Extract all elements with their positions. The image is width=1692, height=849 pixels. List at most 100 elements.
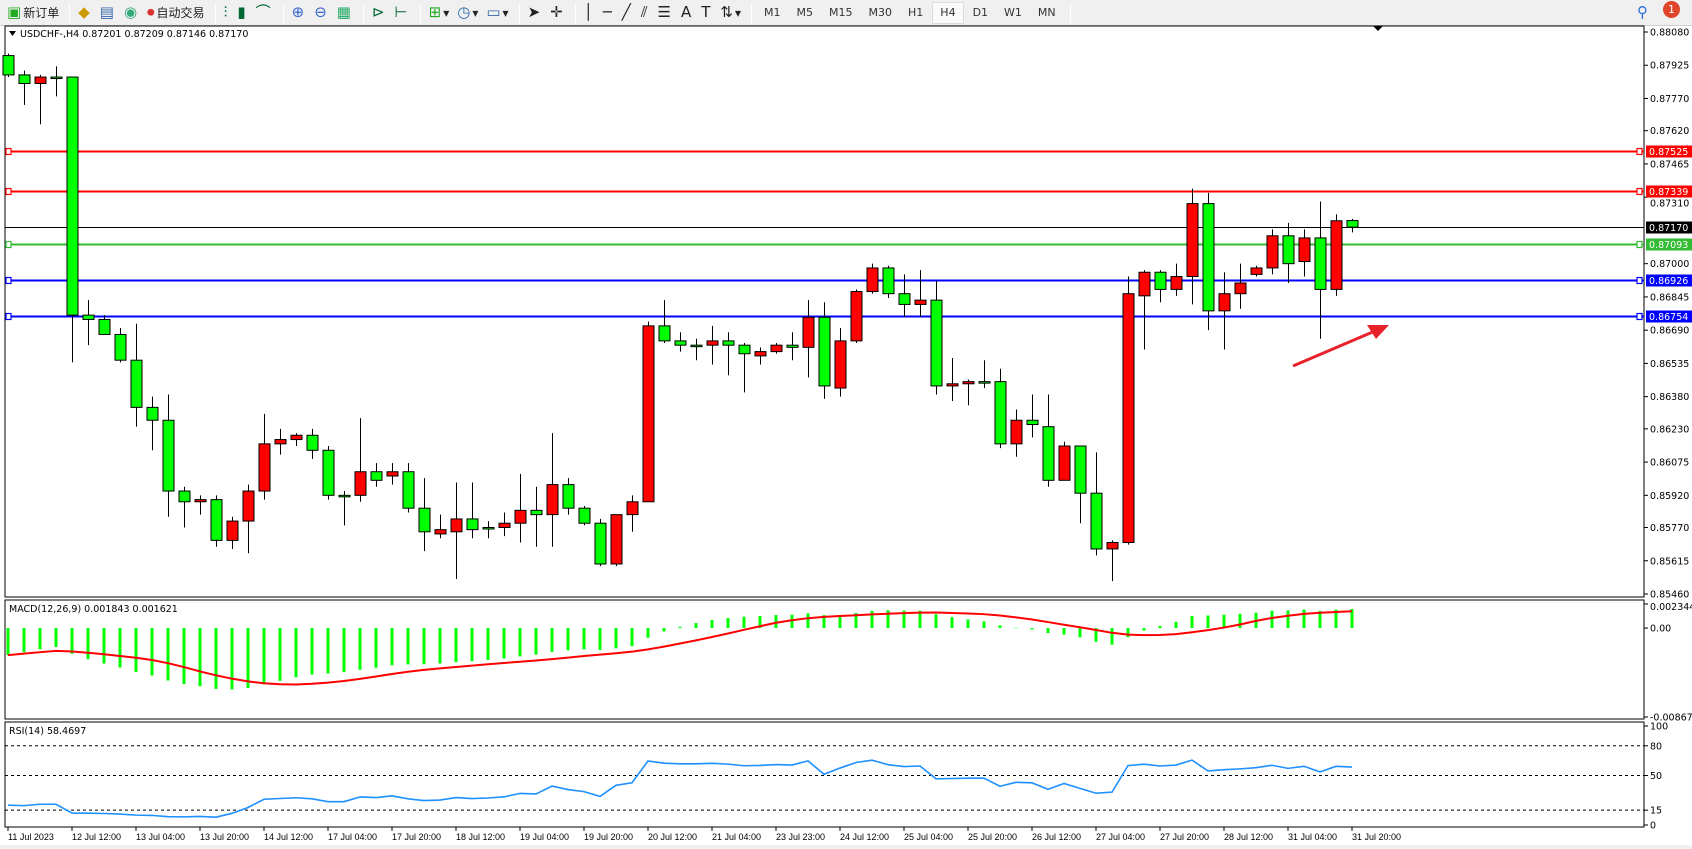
timeframe-h1[interactable]: H1: [908, 6, 924, 19]
timeframe-m15[interactable]: M15: [829, 6, 853, 19]
zoom-out-button[interactable]: ⊖: [311, 2, 332, 24]
chevron-down-icon: ▾: [443, 5, 450, 20]
signals-button[interactable]: ◉: [121, 2, 142, 24]
candle-body: [930, 299, 943, 387]
line-handle[interactable]: [5, 240, 12, 249]
candle-body: [482, 527, 495, 530]
collapse-icon[interactable]: [9, 31, 16, 36]
candle-body: [850, 291, 863, 342]
auto-trading-button[interactable]: ⏺ 自动交易: [144, 2, 208, 24]
trendline-button[interactable]: ╱: [619, 2, 636, 24]
timeframe-m5[interactable]: M5: [796, 6, 814, 19]
timeframe-m1[interactable]: M1: [764, 6, 781, 19]
periods-button[interactable]: ◷ ▾: [454, 2, 481, 24]
candle-body: [402, 471, 415, 509]
time-axis-label: 19 Jul 04:00: [520, 832, 569, 842]
crosshair-button[interactable]: ✛: [547, 2, 568, 24]
line-handle[interactable]: [1636, 147, 1643, 156]
line-handle[interactable]: [1636, 240, 1643, 249]
candle-body: [290, 434, 303, 441]
cursor-button[interactable]: ➤: [525, 2, 546, 24]
candle-body: [1282, 235, 1295, 265]
candle-body: [1090, 492, 1103, 550]
candle-body: [722, 340, 735, 346]
timeframe-h4[interactable]: H4: [932, 1, 964, 24]
price-label-box: [1646, 310, 1692, 323]
gold-button[interactable]: ◆: [75, 2, 95, 24]
candle-body: [914, 299, 927, 305]
candle-body: [1010, 419, 1023, 445]
line-handle[interactable]: [5, 276, 12, 285]
rsi-line: [7, 759, 1353, 819]
notification-badge[interactable]: 1: [1663, 1, 1680, 18]
line-handle[interactable]: [5, 147, 12, 156]
equidistant-channel-button[interactable]: ⫽: [638, 2, 653, 24]
candle-body: [834, 340, 847, 389]
price-label-box: [1646, 185, 1692, 198]
line-handle[interactable]: [5, 312, 12, 321]
annotation-arrow[interactable]: [1292, 329, 1376, 368]
time-axis-label: 27 Jul 20:00: [1160, 832, 1209, 842]
candle-body: [514, 509, 527, 524]
periods-icon: ◷: [457, 3, 471, 21]
timeframe-m30[interactable]: M30: [868, 6, 893, 19]
line-handle[interactable]: [1636, 312, 1643, 321]
zoom-out-icon: ⊖: [314, 3, 327, 21]
chart-shift-button[interactable]: ⊢: [392, 2, 413, 24]
fibonacci-button[interactable]: ☰: [655, 2, 676, 24]
candle-body: [34, 76, 47, 84]
price-label: 0.87093: [1649, 240, 1688, 251]
indicators-button[interactable]: ⊞ ▾: [426, 2, 453, 24]
timeframe-w1[interactable]: W1: [1004, 6, 1022, 19]
tile-windows-button[interactable]: ▦: [334, 2, 356, 24]
timeframe-mn[interactable]: MN: [1037, 6, 1056, 19]
price-axis-label: 0.85615: [1650, 556, 1689, 567]
zoom-in-button[interactable]: ⊕: [289, 2, 310, 24]
text-label-button[interactable]: T: [698, 2, 715, 24]
vertical-line-button[interactable]: │: [581, 2, 598, 24]
line-handle[interactable]: [5, 187, 12, 196]
macd-axis-label: 0.00: [1650, 624, 1671, 635]
line-handle[interactable]: [1636, 187, 1643, 196]
candlestick-icon: ▮: [237, 3, 246, 21]
time-axis-label: 26 Jul 12:00: [1032, 832, 1081, 842]
candle-body: [818, 316, 831, 387]
bar-chart-button[interactable]: ⫶: [221, 2, 233, 24]
arrows-icon: ⇅: [720, 3, 733, 21]
autoscroll-button[interactable]: ⊳: [369, 2, 390, 24]
templates-button[interactable]: ▭ ▾: [483, 2, 511, 24]
candle-body: [546, 484, 559, 516]
candlestick-button[interactable]: ▮: [234, 2, 250, 24]
toolbar: ▣ 新订单 ◆ ▤ ◉ ⏺ 自动交易 ⫶ ▮ ⌒ ⊕ ⊖ ▦ ⊳ ⊢ ⊞ ▾ ◷ ▾ ▭…: [0, 0, 1692, 26]
line-handle[interactable]: [1636, 276, 1643, 285]
new-order-button[interactable]: ▣ 新订单: [4, 2, 62, 24]
candle-body: [354, 471, 367, 496]
equidistant-channel-icon: ⫽: [640, 3, 648, 21]
timeframe-d1[interactable]: D1: [972, 6, 989, 19]
price-axis-label: 0.87310: [1650, 199, 1689, 210]
candle-body: [1122, 293, 1135, 544]
chart-shift-marker[interactable]: [1373, 26, 1383, 31]
price-label-box: [1646, 221, 1692, 234]
search-icon[interactable]: ⚲: [1637, 3, 1648, 21]
arrows-button[interactable]: ⇅ ▾: [717, 2, 744, 24]
trendline-icon: ╱: [621, 3, 631, 21]
candle-body: [418, 507, 431, 533]
timeframe-bar: M1 M5 M15 M30 H1 H4 D1 W1 MN: [757, 1, 1065, 24]
line-chart-button[interactable]: ⌒: [253, 2, 276, 24]
time-axis-label: 19 Jul 20:00: [584, 832, 633, 842]
new-order-label: 新订单: [23, 6, 60, 20]
candle-body: [466, 518, 479, 531]
horizontal-line-button[interactable]: ─: [600, 2, 617, 24]
candle-body: [50, 76, 63, 80]
candle-body: [706, 340, 719, 346]
price-label: 0.87170: [1649, 223, 1688, 234]
text-button[interactable]: A: [678, 2, 696, 24]
rsi-axis-label: 50: [1650, 771, 1662, 782]
market-watch-button[interactable]: ▤: [97, 2, 119, 24]
price-axis-label: 0.85770: [1650, 523, 1689, 534]
rsi-axis-label: 80: [1650, 741, 1662, 752]
text-label-icon: T: [701, 3, 711, 21]
price-axis-label: 0.85460: [1650, 590, 1689, 601]
